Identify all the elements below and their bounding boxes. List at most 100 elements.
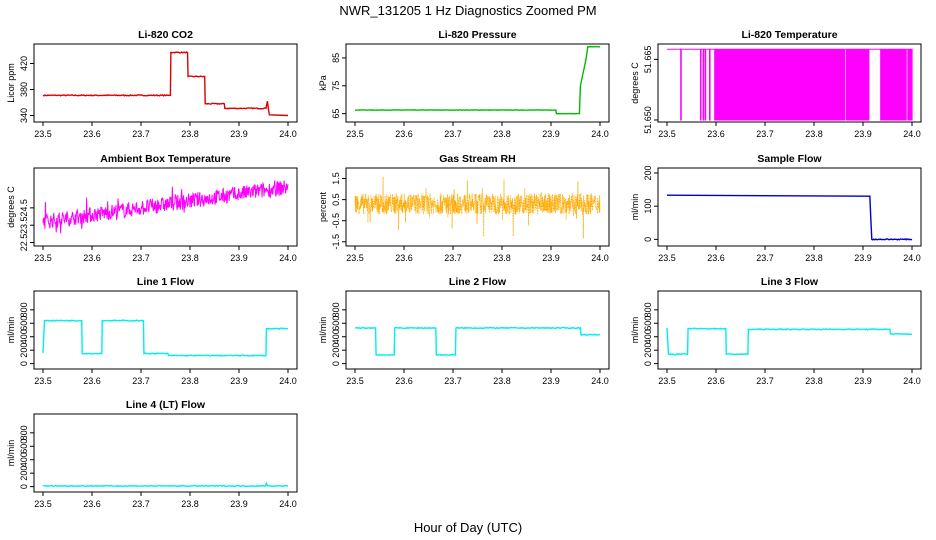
x-tick-label: 23.8 (493, 253, 511, 263)
x-tick-label: 24.0 (903, 376, 921, 386)
x-tick-label: 23.9 (542, 376, 560, 386)
x-tick-label: 23.8 (805, 129, 823, 139)
series-line (42, 51, 289, 117)
panel-ylabel: ml/min (630, 194, 640, 221)
x-tick-label: 23.7 (756, 253, 774, 263)
series-line (42, 180, 289, 234)
y-tick-label: 0 (643, 361, 653, 366)
panel-frame (657, 167, 922, 247)
panel-ylabel: ml/min (318, 317, 328, 344)
panel-frame (33, 290, 298, 370)
y-tick-label: 420 (19, 56, 29, 71)
x-tick-label: 23.7 (756, 376, 774, 386)
y-tick-label: 0 (643, 237, 653, 242)
panel-ylabel: kPa (318, 75, 328, 91)
panel-data (42, 51, 289, 117)
y-tick-label: 600 (331, 316, 341, 331)
panel-title: Gas Stream RH (439, 153, 515, 165)
x-tick-label: 23.5 (658, 129, 676, 139)
y-tick-label: 400 (643, 329, 653, 344)
panel-frame (657, 290, 922, 370)
series-line (666, 327, 913, 356)
x-tick-label: 23.9 (854, 376, 872, 386)
y-tick-label: -1.5 (331, 234, 341, 250)
panel-title: Line 3 Flow (761, 276, 819, 288)
x-tick-label: 24.0 (279, 499, 297, 509)
panel-title: Li-820 Temperature (741, 29, 837, 41)
panel-1: Li-820 CO2 Licor ppm 23.5 23.6 23.7 23.8 23.9 2… (6, 29, 298, 139)
x-tick-label: 23.9 (854, 253, 872, 263)
x-tick-label: 23.7 (132, 253, 150, 263)
y-tick-label: 400 (331, 329, 341, 344)
y-tick-label: 200 (643, 343, 653, 358)
panel-data (42, 481, 289, 488)
panel-8: Line 2 Flow ml/min 23.5 23.6 23.7 23.8 23.9 24.… (318, 276, 610, 386)
x-tick-label: 23.5 (346, 376, 364, 386)
y-tick-label: 75 (331, 81, 341, 91)
x-tick-label: 23.5 (346, 129, 364, 139)
panel-title: Line 4 (LT) Flow (126, 399, 206, 411)
x-tick-label: 23.6 (83, 253, 101, 263)
y-tick-label: 51.665 (643, 46, 653, 74)
panel-title: Line 1 Flow (137, 276, 195, 288)
y-tick-label: 0 (19, 484, 29, 489)
panel-title: Sample Flow (757, 153, 822, 165)
x-tick-label: 23.8 (493, 376, 511, 386)
y-tick-label: 51.650 (643, 106, 653, 134)
x-tick-label: 23.7 (132, 129, 150, 139)
panel-frame (33, 167, 298, 247)
y-tick-label: 0 (19, 361, 29, 366)
x-tick-label: 23.8 (493, 129, 511, 139)
y-tick-label: 340 (19, 108, 29, 123)
panel-frame (33, 43, 298, 123)
x-tick-label: 23.9 (542, 129, 560, 139)
x-tick-label: 23.5 (346, 253, 364, 263)
x-tick-label: 23.6 (707, 376, 725, 386)
figure-title: NWR_131205 1 Hz Diagnostics Zoomed PM (339, 3, 596, 18)
panel-5: Gas Stream RH percent 23.5 23.6 23.7 23.8 23.9… (318, 153, 610, 263)
panel-frame (345, 167, 610, 247)
x-tick-label: 23.7 (132, 376, 150, 386)
panel-9: Line 3 Flow ml/min 23.5 23.6 23.7 23.8 23.9 24.… (630, 276, 922, 386)
panel-ylabel: ml/min (630, 317, 640, 344)
x-tick-label: 24.0 (591, 253, 609, 263)
panel-7: Line 1 Flow ml/min 23.5 23.6 23.7 23.8 23.9 24.… (6, 276, 298, 386)
x-tick-label: 23.8 (805, 376, 823, 386)
panel-ylabel: percent (318, 191, 328, 222)
panel-data (354, 326, 601, 357)
x-tick-label: 23.5 (34, 376, 52, 386)
y-tick-label: 800 (19, 302, 29, 317)
x-tick-label: 23.7 (444, 376, 462, 386)
x-tick-label: 23.9 (230, 129, 248, 139)
panel-frame (33, 413, 298, 493)
x-tick-label: 23.8 (805, 253, 823, 263)
y-tick-label: 600 (643, 316, 653, 331)
panel-title: Li-820 Pressure (438, 29, 516, 41)
figure-xlabel: Hour of Day (UTC) (414, 520, 522, 535)
x-tick-label: 23.7 (132, 499, 150, 509)
x-tick-label: 23.7 (444, 129, 462, 139)
series-line (354, 326, 601, 357)
y-tick-label: 600 (19, 316, 29, 331)
panel-title: Ambient Box Temperature (100, 153, 231, 165)
x-tick-label: 23.5 (34, 129, 52, 139)
series-line (42, 481, 289, 488)
x-tick-label: 23.7 (756, 129, 774, 139)
y-tick-label: 800 (643, 302, 653, 317)
x-tick-label: 23.8 (181, 253, 199, 263)
panel-title: Line 2 Flow (449, 276, 507, 288)
panel-data (666, 194, 913, 241)
y-tick-label: 0.5 (331, 193, 341, 206)
x-tick-label: 24.0 (903, 129, 921, 139)
x-tick-label: 23.8 (181, 376, 199, 386)
y-tick-label: 24.5 (19, 199, 29, 217)
y-tick-label: 800 (331, 302, 341, 317)
y-tick-label: 380 (19, 82, 29, 97)
panel-data (42, 319, 289, 357)
panels-group: Li-820 CO2 Licor ppm 23.5 23.6 23.7 23.8 23.9 2… (6, 29, 922, 509)
x-tick-label: 23.6 (83, 376, 101, 386)
panel-ylabel: degrees C (630, 62, 640, 104)
x-tick-label: 23.5 (34, 499, 52, 509)
